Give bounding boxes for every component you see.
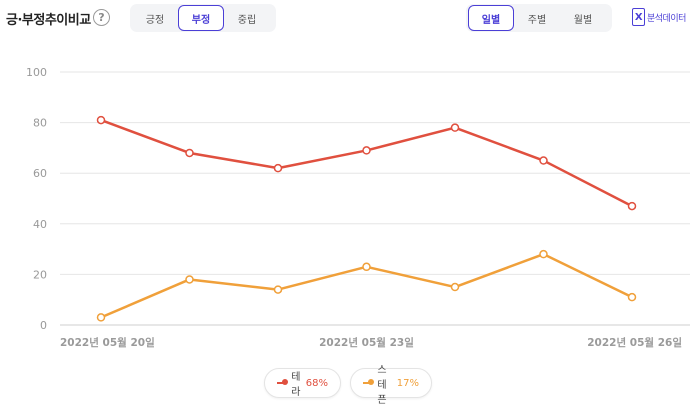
tab-monthly[interactable]: 월별 (573, 14, 593, 26)
x-tick-label: 2022년 05월 23일 (319, 336, 414, 349)
y-tick-label: 40 (33, 218, 47, 231)
data-point (539, 156, 548, 165)
sentiment-toggle: 긍정 부정 중립 (130, 4, 276, 32)
series-line (100, 118, 633, 208)
legend-swatch (363, 379, 375, 385)
x-tick-label: 2022년 05월 20일 (60, 336, 155, 349)
y-tick-label: 60 (33, 167, 47, 180)
data-point (273, 163, 283, 173)
download-data-label: 분석데이터 (647, 13, 686, 24)
legend-label: 테라 (291, 372, 301, 398)
data-point (539, 249, 548, 259)
tab-positive[interactable]: 긍정 (145, 14, 165, 26)
data-point (450, 123, 460, 132)
line-chart: 0 20 40 60 80 100 2022년 05월 20일 2022년 05월 23일 20… (26, 66, 690, 349)
data-point (450, 282, 460, 292)
tab-daily[interactable]: 일별 (468, 5, 514, 31)
legend-item-series-0[interactable]: 테라 68% (264, 368, 341, 398)
tab-negative[interactable]: 부정 (178, 5, 224, 31)
legend-share: 68% (305, 377, 328, 389)
legend-swatch (277, 379, 289, 385)
tab-neutral[interactable]: 중립 (237, 14, 257, 26)
help-icon[interactable]: ? (93, 9, 110, 26)
y-tick-label: 0 (40, 319, 47, 332)
y-tick-label: 80 (33, 117, 47, 130)
legend-share: 17% (396, 377, 419, 389)
period-toggle: 일별 주별 월별 (466, 4, 612, 32)
data-point (627, 201, 637, 211)
data-point (185, 148, 194, 158)
data-point (627, 292, 637, 302)
x-tick-label: 2022년 05월 26일 (587, 336, 682, 349)
data-point (362, 146, 371, 155)
tab-weekly[interactable]: 주별 (527, 14, 547, 26)
y-tick-label: 20 (33, 268, 47, 281)
data-point (185, 275, 194, 284)
page-title: 긍·부정추이비교 (6, 13, 91, 28)
legend-item-series-1[interactable]: 스테픈 17% (350, 365, 432, 406)
data-point (273, 285, 283, 294)
data-point (96, 313, 106, 322)
data-point (96, 115, 106, 125)
y-tick-label: 100 (26, 66, 47, 79)
legend-label: 스테픈 (377, 364, 387, 406)
download-data-button[interactable]: X 분석데이터 (632, 8, 686, 26)
excel-icon: X (632, 8, 645, 26)
data-point (362, 262, 371, 272)
